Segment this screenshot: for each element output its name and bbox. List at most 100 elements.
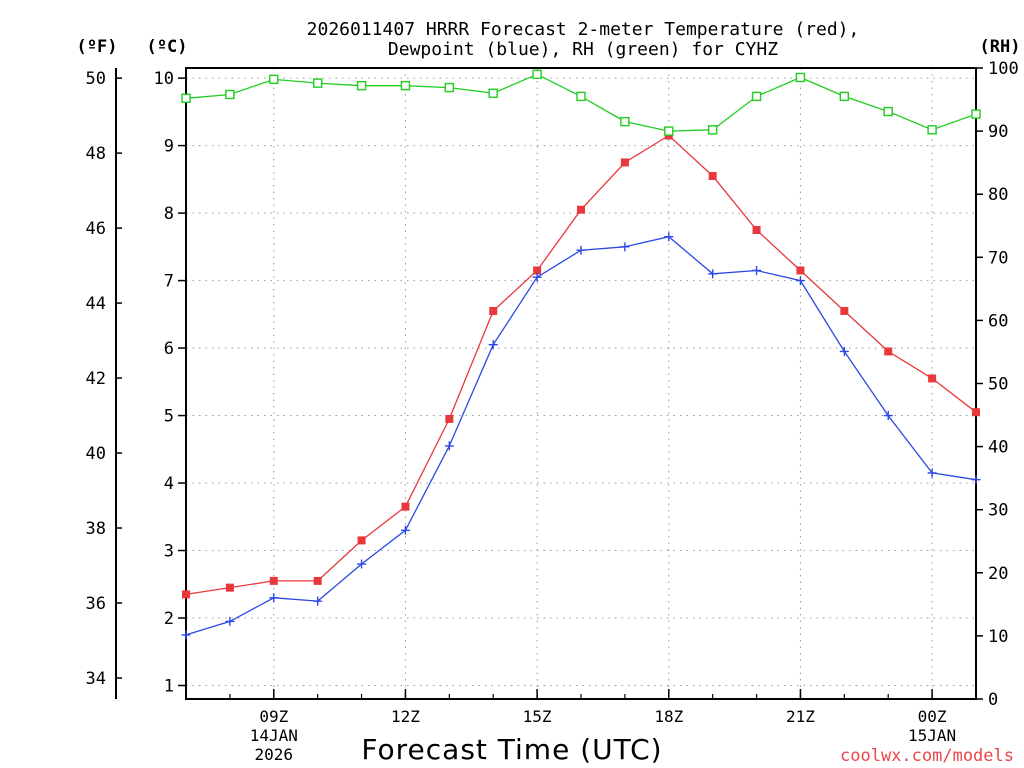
rh-tick-label: 70 [988,248,1008,268]
celsius-axis: 1 2 3 4 5 6 7 8 9 10 [154,69,186,697]
rh-unit-label: (RH) [980,37,1021,57]
dewpoint-point [357,559,367,569]
celsius-tick-label: 4 [164,474,174,494]
fahrenheit-tick-label: 34 [86,669,106,689]
temperature-point [708,171,717,180]
rh-tick-label: 90 [988,122,1008,142]
dewpoint-point [752,265,762,275]
fahrenheit-tick-label: 36 [86,594,106,614]
rh-point [225,89,235,100]
fahrenheit-unit-label: (ºF) [77,37,118,57]
x-tick-label: 00Z [918,707,947,726]
dewpoint-point [576,245,586,255]
rh-point [927,125,937,135]
x-tick-date: 14JAN [250,726,298,745]
fahrenheit-tick-label: 46 [86,219,106,239]
temperature-point [357,536,366,545]
rh-point [971,109,981,119]
rh-point [444,82,455,93]
dewpoint-point [971,475,981,485]
rh-point [356,80,367,91]
dewpoint-point [313,596,323,606]
temperature-point [972,408,980,417]
celsius-tick-label: 5 [164,407,174,427]
temperature-point [533,266,542,275]
celsius-tick-label: 10 [154,69,174,89]
chart-subtitle: Dewpoint (blue), RH (green) for CYHZ [388,39,778,60]
temperature-point [928,374,937,383]
rh-point [751,91,762,102]
rh-tick-label: 40 [988,438,1008,458]
x-tick-label: 09Z [259,707,288,726]
rh-point [707,125,718,135]
rh-tick-label: 0 [988,690,998,710]
credit-text: coolwx.com/models [840,746,1014,766]
temperature-point [796,266,805,275]
x-tick-year: 2026 [255,745,294,764]
dewpoint-point [708,269,718,279]
fahrenheit-tick-label: 48 [86,144,106,164]
fahrenheit-tick-label: 50 [86,69,106,89]
temperature-point [577,205,585,214]
dewpoint-line [185,235,977,636]
dewpoint-point [883,411,893,421]
temperature-point [313,576,322,585]
x-tick-label: 12Z [391,707,420,726]
rh-point [400,80,411,91]
rh-point [488,88,498,98]
rh-point [269,74,279,85]
celsius-tick-label: 9 [164,137,174,157]
fahrenheit-tick-label: 38 [86,519,106,539]
temperature-point [401,502,410,511]
chart-title: 2026011407 HRRR Forecast 2-meter Tempera… [307,19,860,40]
celsius-tick-label: 3 [164,542,174,562]
temperature-point [489,306,498,315]
dewpoint-point [444,441,454,451]
dewpoint-point [269,593,279,603]
celsius-unit-label: (ºC) [147,37,188,57]
rh-point [576,91,586,102]
rh-tick-label: 80 [988,185,1008,205]
celsius-tick-label: 8 [164,204,174,224]
temperature-point [182,590,190,599]
celsius-tick-label: 1 [164,677,174,697]
dewpoint-point [927,468,937,478]
rh-point [312,78,323,88]
dewpoint-point [225,616,235,626]
temperature-point [445,414,454,423]
rh-tick-label: 100 [988,59,1019,79]
rh-point [181,93,191,103]
temperature-point [620,158,629,167]
rh-point [795,72,806,83]
rh-tick-label: 60 [988,311,1008,331]
fahrenheit-tick-label: 44 [86,294,106,314]
dewpoint-point [488,340,498,350]
dewpoint-point [181,630,191,640]
dewpoint-series [181,232,981,640]
dewpoint-point [532,272,542,282]
temperature-point [269,576,278,585]
celsius-tick-label: 2 [164,609,174,629]
rh-series [181,69,981,136]
temperature-line [185,134,977,596]
rh-point [620,116,630,127]
series-group [181,69,981,640]
fahrenheit-tick-label: 42 [86,369,106,389]
temperature-point [840,306,849,315]
temperature-point [884,347,893,356]
rh-point [883,106,893,117]
celsius-tick-label: 7 [164,272,174,292]
x-tick-label: 21Z [786,707,815,726]
dewpoint-point [795,276,805,286]
dewpoint-point [839,346,849,356]
x-tick-label: 15Z [523,707,552,726]
rh-point [532,69,542,80]
temperature-point [752,225,761,234]
celsius-tick-label: 6 [164,339,174,359]
rh-tick-label: 50 [988,375,1008,395]
x-tick-date: 15JAN [908,726,956,745]
dewpoint-point [620,242,630,252]
x-axis-label: Forecast Time (UTC) [361,733,662,766]
rh-point [839,91,850,102]
